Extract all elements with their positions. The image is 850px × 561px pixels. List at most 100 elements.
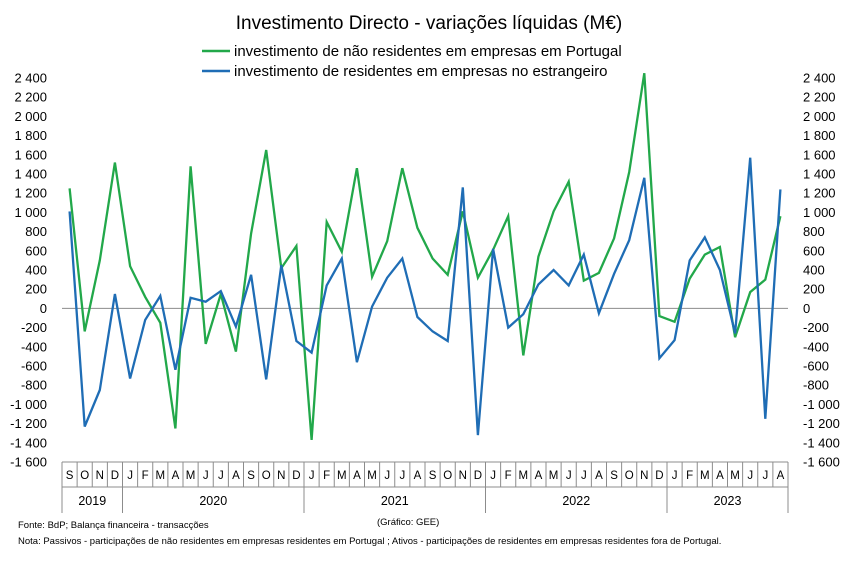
month-label: F (142, 470, 149, 482)
y-tick-label-right: -1 000 (803, 397, 840, 412)
y-tick-label-left: 600 (25, 243, 47, 258)
y-tick-label-left: 1 000 (14, 205, 47, 220)
month-label: J (309, 470, 315, 482)
series-line-nonresidents (68, 73, 782, 440)
y-tick-label-right: -400 (803, 339, 829, 354)
series-lines (68, 73, 782, 440)
y-tick-label-left: 1 200 (14, 186, 47, 201)
year-label: 2020 (199, 494, 227, 508)
month-label: D (655, 470, 663, 482)
y-tick-label-left: 400 (25, 263, 47, 278)
y-tick-label-left: -1 600 (10, 455, 47, 470)
legend-label-blue: investimento de residentes em empresas n… (234, 63, 608, 80)
y-tick-label-right: 1 600 (803, 147, 836, 162)
y-tick-label-right: -200 (803, 320, 829, 335)
month-label: S (247, 470, 255, 482)
year-label: 2021 (381, 494, 409, 508)
y-tick-label-left: 1 800 (14, 128, 47, 143)
month-label: A (172, 470, 180, 482)
month-label: O (625, 470, 634, 482)
month-label: S (610, 470, 618, 482)
month-label: J (127, 470, 133, 482)
y-tick-label-left: 2 200 (14, 90, 47, 105)
y-tick-label-right: 2 400 (803, 71, 836, 86)
y-tick-label-right: 800 (803, 224, 825, 239)
y-tick-label-left: -800 (21, 378, 47, 393)
month-label: M (549, 470, 559, 482)
month-label: D (474, 470, 482, 482)
series-line-residents (68, 157, 782, 436)
legend-label-green: investimento de não residentes em empres… (234, 43, 622, 60)
y-tick-label-left: -1 000 (10, 397, 47, 412)
month-label: O (443, 470, 452, 482)
month-label: F (686, 470, 693, 482)
month-label: N (277, 470, 285, 482)
month-label: F (323, 470, 330, 482)
month-label: M (337, 470, 347, 482)
month-label: M (156, 470, 166, 482)
month-label: J (218, 470, 224, 482)
month-label: A (716, 470, 724, 482)
y-tick-label-right: -1 400 (803, 435, 840, 450)
y-tick-label-right: 1 400 (803, 167, 836, 182)
month-label: A (777, 470, 785, 482)
year-label: 2019 (78, 494, 106, 508)
y-axis-left: -1 600 -1 400 -1 200 -1 000 -800 -600 -400 -200… (10, 71, 47, 470)
month-label: J (566, 470, 572, 482)
month-label: J (581, 470, 587, 482)
y-tick-label-left: 800 (25, 224, 47, 239)
y-tick-label-right: -600 (803, 359, 829, 374)
y-tick-label-left: 2 000 (14, 109, 47, 124)
month-label: M (367, 470, 377, 482)
month-label: O (262, 470, 271, 482)
y-tick-label-left: 200 (25, 282, 47, 297)
month-label: D (292, 470, 300, 482)
month-label: F (505, 470, 512, 482)
y-tick-label-right: -1 200 (803, 416, 840, 431)
y-tick-label-right: 400 (803, 263, 825, 278)
year-label: 2023 (714, 494, 742, 508)
month-label: J (399, 470, 405, 482)
y-tick-label-right: 1 200 (803, 186, 836, 201)
month-label: M (186, 470, 196, 482)
y-tick-label-right: -800 (803, 378, 829, 393)
month-label: N (459, 470, 467, 482)
month-label: A (595, 470, 603, 482)
month-label: N (96, 470, 104, 482)
month-label: J (747, 470, 753, 482)
y-tick-label-right: 1 800 (803, 128, 836, 143)
month-label: A (353, 470, 361, 482)
legend: investimento de não residentes em empres… (202, 43, 622, 80)
y-tick-label-left: -400 (21, 339, 47, 354)
month-label: J (490, 470, 496, 482)
y-tick-label-right: 2 200 (803, 90, 836, 105)
y-tick-label-left: -1 400 (10, 435, 47, 450)
month-label: S (429, 470, 437, 482)
y-tick-label-right: -1 600 (803, 455, 840, 470)
y-tick-label-left: 2 400 (14, 71, 47, 86)
y-tick-label-left: -200 (21, 320, 47, 335)
y-tick-label-right: 2 000 (803, 109, 836, 124)
month-label: S (66, 470, 74, 482)
month-label: J (384, 470, 390, 482)
month-label: J (762, 470, 768, 482)
month-label: J (203, 470, 209, 482)
month-label: A (232, 470, 240, 482)
month-label: J (672, 470, 678, 482)
y-tick-label-left: 1 600 (14, 147, 47, 162)
y-tick-label-right: 600 (803, 243, 825, 258)
y-tick-label-left: -600 (21, 359, 47, 374)
month-label: M (700, 470, 710, 482)
source-note: Fonte: BdP; Balança financeira - transac… (18, 520, 209, 531)
month-label: A (535, 470, 543, 482)
y-tick-label-left: -1 200 (10, 416, 47, 431)
y-tick-label-right: 200 (803, 282, 825, 297)
y-tick-label-right: 0 (803, 301, 810, 316)
chart-credit: (Gráfico: GEE) (377, 517, 440, 528)
year-label: 2022 (562, 494, 590, 508)
y-axis-right: -1 600 -1 400 -1 200 -1 000 -800 -600 -400 -200… (803, 71, 840, 470)
month-label: A (414, 470, 422, 482)
month-label: M (519, 470, 529, 482)
